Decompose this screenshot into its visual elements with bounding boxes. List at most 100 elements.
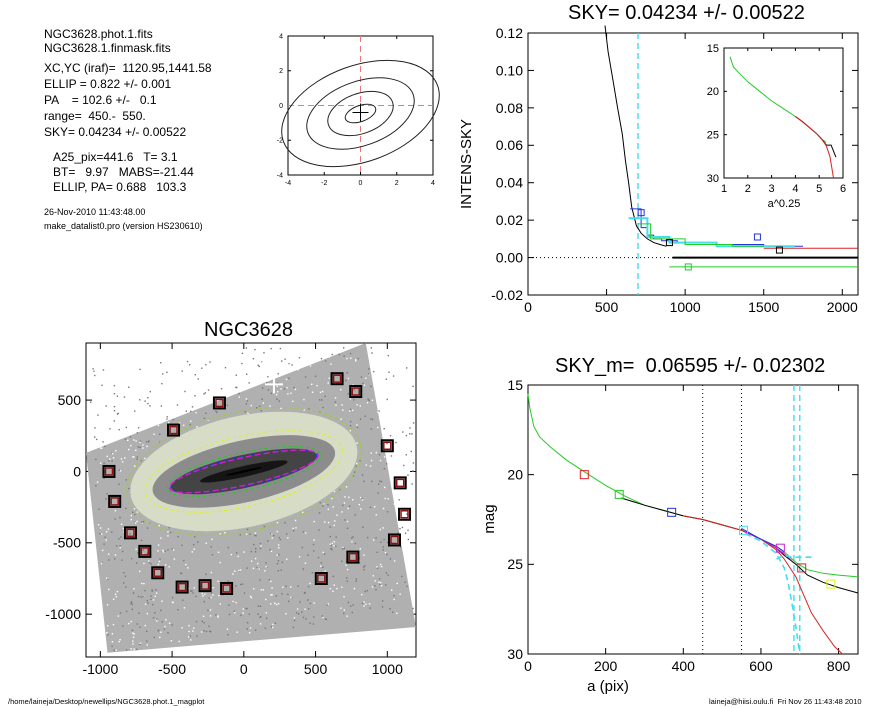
image-pixel bbox=[193, 548, 195, 550]
image-pixel bbox=[288, 363, 290, 365]
image-pixel bbox=[101, 401, 104, 403]
image-pixel bbox=[386, 365, 388, 367]
image-pixel bbox=[167, 531, 169, 533]
image-pixel bbox=[292, 527, 294, 530]
image-pixel bbox=[340, 560, 343, 562]
image-pixel bbox=[313, 616, 315, 618]
image-pixel bbox=[301, 511, 304, 514]
image-pixel bbox=[311, 571, 314, 574]
image-pixel bbox=[270, 347, 272, 350]
image-pixel bbox=[218, 594, 220, 597]
image-pixel bbox=[209, 615, 212, 617]
masked-star-box-inner bbox=[222, 584, 231, 593]
image-pixel bbox=[122, 582, 125, 584]
image-pixel bbox=[362, 566, 365, 568]
image-pixel bbox=[331, 353, 333, 356]
image-pixel bbox=[286, 387, 288, 389]
image-pixel bbox=[161, 382, 163, 385]
image-pixel bbox=[132, 456, 134, 458]
image-pixel bbox=[164, 625, 166, 628]
image-pixel bbox=[281, 360, 283, 362]
image-pixel bbox=[203, 600, 205, 603]
image-pixel bbox=[242, 612, 244, 614]
image-pixel bbox=[341, 404, 343, 406]
masked-star-box bbox=[398, 507, 412, 521]
image-pixel bbox=[258, 365, 260, 368]
image-pixel bbox=[194, 374, 197, 376]
image-pixel bbox=[131, 603, 133, 606]
image-pixel bbox=[363, 601, 365, 603]
image-pixel bbox=[159, 636, 161, 639]
image-pixel bbox=[276, 382, 279, 384]
info-program: make_datalist0.pro (version HS230610) bbox=[44, 221, 203, 231]
info-center: XC,YC (iraf)= 1120.95,1441.58 bbox=[44, 61, 212, 75]
inset-ytick-label: 25 bbox=[707, 130, 719, 142]
image-pixel bbox=[234, 611, 236, 614]
image-pixel bbox=[363, 384, 366, 386]
sky-ytick-label: 0.12 bbox=[496, 25, 523, 41]
image-pixel bbox=[125, 479, 127, 481]
image-pixel bbox=[191, 590, 193, 592]
sky-ytick-label: 0.06 bbox=[496, 137, 523, 153]
image-pixel bbox=[307, 599, 309, 601]
image-pixel bbox=[114, 593, 117, 596]
image-pixel bbox=[113, 384, 116, 387]
image-pixel bbox=[104, 445, 106, 448]
image-pixel bbox=[157, 550, 159, 552]
image-pixel bbox=[309, 622, 311, 624]
image-pixel bbox=[349, 408, 352, 411]
image-pixel bbox=[384, 584, 387, 586]
image-pixel bbox=[384, 413, 386, 415]
image-pixel bbox=[280, 388, 282, 390]
image-pixel bbox=[325, 618, 327, 620]
image-pixel bbox=[227, 634, 229, 636]
image-pixel bbox=[142, 447, 144, 449]
contour-xtick-label: 0 bbox=[359, 180, 363, 187]
image-pixel bbox=[352, 536, 354, 538]
image-pixel bbox=[141, 378, 144, 381]
image-pixel bbox=[152, 603, 154, 606]
image-pixel bbox=[277, 373, 279, 375]
image-pixel bbox=[346, 527, 349, 529]
image-pixel bbox=[118, 429, 120, 431]
image-pixel bbox=[251, 372, 254, 375]
image-pixel bbox=[171, 624, 173, 626]
image-pixel bbox=[186, 360, 189, 363]
image-pixel bbox=[319, 391, 322, 394]
image-pixel bbox=[133, 587, 135, 590]
image-pixel bbox=[296, 608, 299, 610]
image-pixel bbox=[377, 426, 379, 429]
image-pixel bbox=[139, 643, 141, 646]
image-pixel bbox=[158, 524, 160, 527]
image-pixel bbox=[196, 426, 198, 428]
image-pixel bbox=[362, 382, 364, 385]
image-pixel bbox=[156, 620, 158, 622]
image-pixel bbox=[211, 538, 213, 541]
image-pixel bbox=[356, 403, 358, 406]
isophote-contour bbox=[144, 430, 343, 513]
sky-xtick-label: 500 bbox=[595, 299, 619, 315]
image-pixel bbox=[295, 527, 297, 529]
info-range: range= 450.- 550. bbox=[44, 109, 146, 123]
image-pixel bbox=[188, 636, 190, 638]
image-pixel bbox=[139, 368, 141, 371]
image-pixel bbox=[391, 589, 393, 591]
masked-star-box bbox=[314, 572, 328, 585]
image-pixel bbox=[205, 363, 207, 366]
image-pixel bbox=[324, 360, 327, 362]
image-pixel bbox=[249, 533, 251, 535]
image-pixel bbox=[376, 567, 379, 569]
image-pixel bbox=[350, 420, 352, 423]
image-pixel bbox=[367, 398, 369, 400]
image-pixel bbox=[392, 463, 395, 465]
image-pixel bbox=[259, 605, 262, 607]
image-pixel bbox=[377, 483, 380, 485]
image-pixel bbox=[142, 549, 145, 551]
image-pixel bbox=[375, 588, 377, 591]
image-pixel bbox=[152, 617, 155, 619]
image-pixel bbox=[217, 551, 220, 553]
image-pixel bbox=[260, 410, 262, 412]
image-pixel bbox=[255, 534, 257, 537]
image-pixel bbox=[100, 413, 103, 415]
image-pixel bbox=[120, 523, 123, 525]
